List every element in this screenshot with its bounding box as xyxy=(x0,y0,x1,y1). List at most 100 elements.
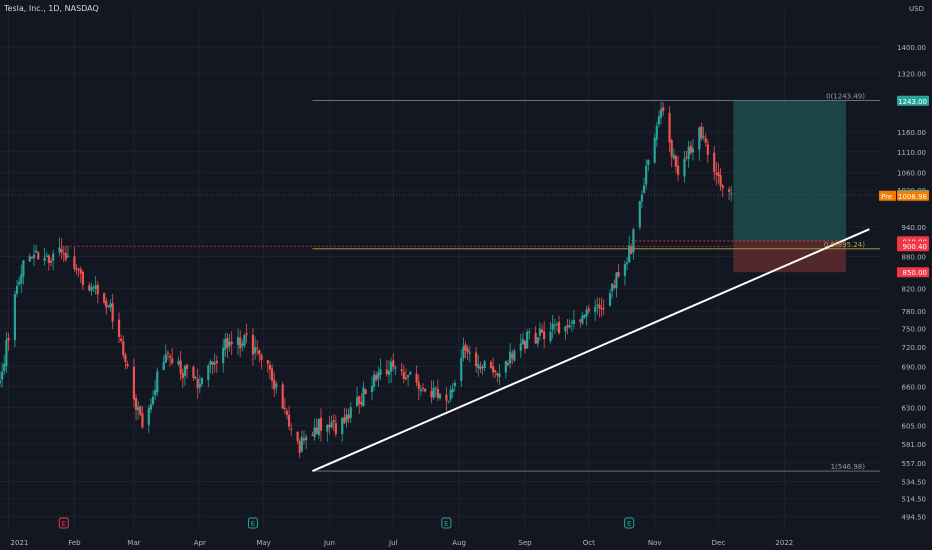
fib-label: 1(546.98) xyxy=(831,463,866,471)
candle-body xyxy=(407,375,410,378)
candle-body xyxy=(290,428,293,430)
candle-body xyxy=(132,366,136,400)
candle-body xyxy=(596,304,599,306)
candle-body xyxy=(489,362,493,369)
candle-body xyxy=(449,390,452,400)
candle-body xyxy=(583,314,586,318)
candle-body xyxy=(328,424,331,428)
candle-body xyxy=(283,407,286,410)
candle-body xyxy=(555,323,559,325)
candle-body xyxy=(126,363,129,367)
candle-body xyxy=(581,315,584,324)
candle-body xyxy=(638,201,641,228)
candle-body xyxy=(75,268,78,271)
candle-body xyxy=(139,406,142,415)
candle-body xyxy=(177,361,180,365)
price-tick-label: 750.00 xyxy=(902,326,927,334)
time-tick-label: Jul xyxy=(388,539,398,547)
price-markers: 1243.001009.01Pre1006.98911.00910.00900.… xyxy=(879,95,929,278)
candle-body xyxy=(92,287,95,289)
candle-body xyxy=(241,343,244,347)
candle-body xyxy=(345,414,348,422)
candle-body xyxy=(594,306,597,312)
time-tick-label: Aug xyxy=(452,539,466,547)
candle-body xyxy=(30,257,33,259)
candle-body xyxy=(45,255,48,257)
candle-body xyxy=(698,127,701,150)
candle-body xyxy=(475,352,478,367)
price-tick-label: 820.00 xyxy=(902,285,927,293)
candle-body xyxy=(0,380,2,384)
candle-body xyxy=(120,338,123,342)
candle-body xyxy=(326,424,329,432)
symbol-title[interactable]: Tesla, Inc., 1D, NASDAQ xyxy=(4,4,99,13)
candle-body xyxy=(77,268,80,270)
price-marker-box xyxy=(897,190,929,201)
candle-body xyxy=(362,387,365,406)
candle-body xyxy=(523,340,527,349)
price-tick-label: 630.00 xyxy=(902,404,927,412)
candle-body xyxy=(492,366,495,373)
candle-body xyxy=(88,284,91,291)
candle-body xyxy=(662,107,665,112)
candle-body xyxy=(551,323,554,330)
candle-body xyxy=(275,383,278,388)
time-tick-label: Sep xyxy=(518,539,532,547)
price-tick-label: 880.00 xyxy=(902,254,927,262)
candle-body xyxy=(268,364,272,370)
candle-body xyxy=(534,332,537,344)
candle-body xyxy=(134,397,138,410)
time-tick-label: Apr xyxy=(194,539,206,547)
candle-body xyxy=(200,377,204,385)
candle-body xyxy=(343,417,346,424)
trendline[interactable] xyxy=(312,228,870,472)
candle-body xyxy=(430,391,433,398)
candle-body xyxy=(151,396,155,405)
price-axis[interactable]: 1400.001320.001160.001110.001060.001020.… xyxy=(897,44,926,521)
price-tick-label: 940.00 xyxy=(902,224,927,232)
candle-body xyxy=(568,325,571,328)
price-tick-label: 690.00 xyxy=(902,363,927,371)
candle-body xyxy=(713,152,716,173)
candle-body xyxy=(511,353,514,359)
candle-body xyxy=(358,396,361,404)
candle-body xyxy=(317,418,320,436)
candle-body xyxy=(647,159,650,165)
earnings-marker-label: E xyxy=(251,520,255,528)
candle-body xyxy=(613,285,616,288)
candle-body xyxy=(632,229,635,253)
candle-body xyxy=(557,322,561,334)
candle-body xyxy=(168,355,172,358)
candle-body xyxy=(727,189,731,192)
price-tick-label: 1320.00 xyxy=(897,71,926,79)
candle-body xyxy=(319,417,323,431)
price-marker-label: 850.00 xyxy=(903,269,928,277)
candle-body xyxy=(468,352,471,354)
candle-body xyxy=(691,148,695,153)
horizontal-lines xyxy=(0,100,880,472)
price-marker-prefix: Pre xyxy=(881,193,892,201)
candle-body xyxy=(332,420,335,423)
candle-body xyxy=(122,341,125,356)
candle-body xyxy=(479,366,482,370)
position-zones xyxy=(733,100,846,273)
candle-body xyxy=(179,360,182,374)
candle-body xyxy=(37,252,40,260)
candle-body xyxy=(392,360,395,368)
candle-body xyxy=(183,366,187,376)
candle-body xyxy=(630,246,633,255)
candle-body xyxy=(313,427,316,438)
candle-body xyxy=(608,293,612,306)
candle-body xyxy=(66,255,70,258)
candle-body xyxy=(334,423,337,435)
candle-body xyxy=(43,257,46,262)
target-zone xyxy=(733,100,846,241)
time-axis[interactable]: 2021 Feb Mar Apr May Jun Jul Aug Sep Oct Nov Dec 202… xyxy=(11,539,794,547)
time-tick-label: Nov xyxy=(648,539,662,547)
earnings-marker xyxy=(441,517,452,529)
candle-body xyxy=(668,112,671,143)
candle-body xyxy=(194,377,197,379)
candle-body xyxy=(506,362,510,365)
candle-body xyxy=(20,274,23,284)
